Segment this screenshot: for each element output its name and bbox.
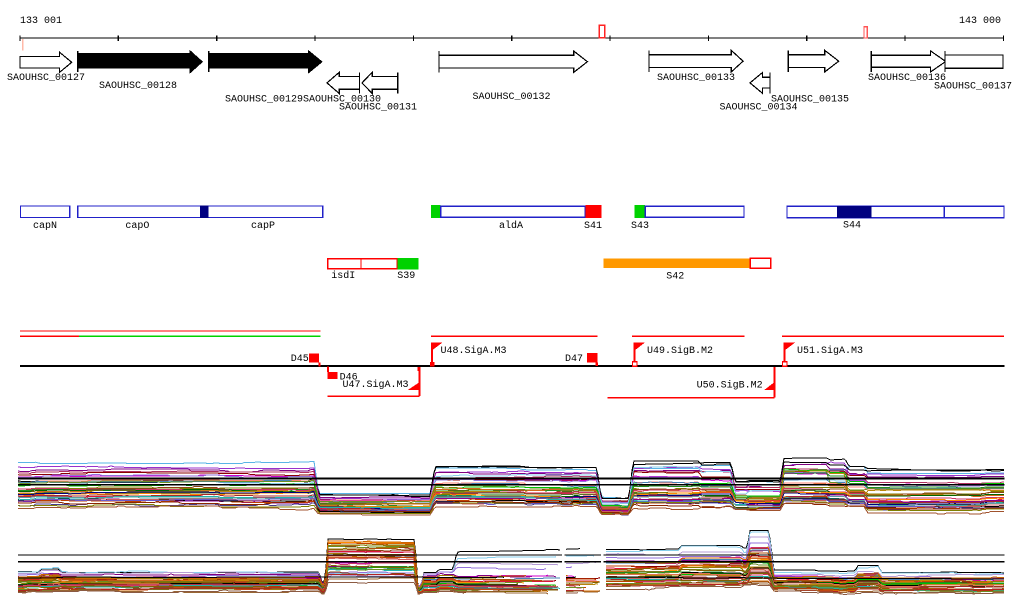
svg-text:capP: capP bbox=[251, 221, 275, 232]
svg-text:U51.SigA.M3: U51.SigA.M3 bbox=[797, 345, 863, 357]
svg-text:SAOUHSC_00131: SAOUHSC_00131 bbox=[339, 103, 417, 114]
svg-text:SAOUHSC_00128: SAOUHSC_00128 bbox=[99, 81, 177, 92]
svg-text:SAOUHSC_00135: SAOUHSC_00135 bbox=[771, 95, 849, 106]
svg-text:SAOUHSC_00132: SAOUHSC_00132 bbox=[473, 92, 551, 103]
svg-text:SAOUHSC_00129: SAOUHSC_00129 bbox=[225, 95, 303, 106]
svg-text:SAOUHSC_00136: SAOUHSC_00136 bbox=[868, 73, 946, 84]
svg-text:SAOUHSC_00127: SAOUHSC_00127 bbox=[7, 73, 85, 84]
svg-text:D47: D47 bbox=[565, 354, 583, 365]
svg-text:SAOUHSC_00137: SAOUHSC_00137 bbox=[934, 82, 1012, 93]
svg-text:S43: S43 bbox=[631, 221, 649, 232]
svg-text:S41: S41 bbox=[584, 221, 602, 232]
svg-text:SAOUHSC_00134: SAOUHSC_00134 bbox=[720, 103, 798, 114]
svg-text:S42: S42 bbox=[666, 271, 684, 282]
svg-text:133 001: 133 001 bbox=[20, 16, 62, 27]
svg-text:U47.SigA.M3: U47.SigA.M3 bbox=[343, 379, 409, 391]
svg-text:SAOUHSC_00130: SAOUHSC_00130 bbox=[303, 95, 381, 106]
svg-text:S44: S44 bbox=[843, 221, 861, 232]
svg-text:D46: D46 bbox=[340, 372, 358, 383]
svg-text:aldA: aldA bbox=[499, 220, 523, 232]
svg-text:U49.SigB.M2: U49.SigB.M2 bbox=[647, 345, 713, 357]
svg-text:D45: D45 bbox=[291, 354, 309, 365]
svg-text:SAOUHSC_00133: SAOUHSC_00133 bbox=[657, 73, 735, 84]
svg-text:isdI: isdI bbox=[331, 270, 355, 282]
svg-text:S39: S39 bbox=[397, 271, 415, 282]
svg-text:U48.SigA.M3: U48.SigA.M3 bbox=[441, 345, 507, 357]
svg-text:143 000: 143 000 bbox=[959, 16, 1001, 27]
svg-text:capN: capN bbox=[33, 221, 57, 232]
svg-text:capO: capO bbox=[125, 221, 149, 232]
svg-text:U50.SigB.M2: U50.SigB.M2 bbox=[697, 379, 763, 391]
